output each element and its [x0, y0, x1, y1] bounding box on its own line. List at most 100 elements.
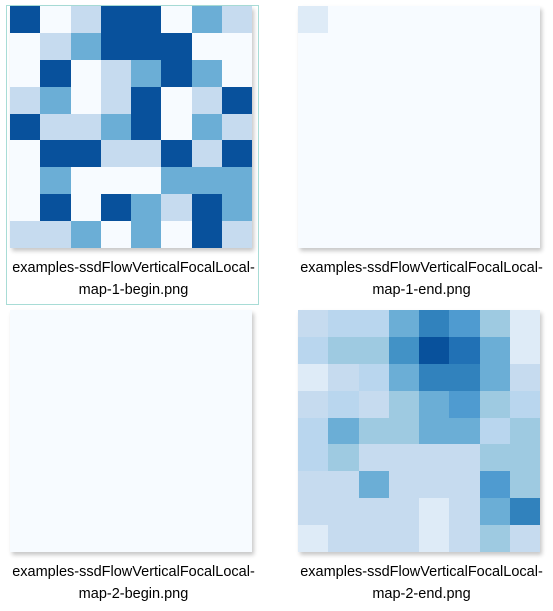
heatmap-cell	[10, 60, 40, 87]
file-name-label[interactable]: examples-ssdFlowVerticalFocalLocal-map-2…	[288, 561, 553, 605]
heatmap-cell	[359, 33, 389, 60]
heatmap-cell	[419, 60, 449, 87]
heatmap-cell	[389, 60, 419, 87]
file-name-label[interactable]: examples-ssdFlowVerticalFocalLocal-map-2…	[0, 561, 267, 605]
heatmap-cell	[101, 418, 131, 445]
file-thumbnail[interactable]	[298, 6, 540, 248]
heatmap-cell	[10, 194, 40, 221]
heatmap-cell	[222, 6, 252, 33]
heatmap-cell	[298, 6, 328, 33]
heatmap-cell	[101, 194, 131, 221]
heatmap-cell	[389, 364, 419, 391]
heatmap-cell	[161, 87, 191, 114]
heatmap-cell	[298, 525, 328, 552]
heatmap-cell	[10, 391, 40, 418]
file-thumbnail[interactable]	[298, 310, 540, 552]
heatmap-cell	[480, 364, 510, 391]
heatmap-cell	[298, 167, 328, 194]
heatmap-cell	[10, 498, 40, 525]
heatmap-cell	[40, 60, 70, 87]
heatmap-cell	[131, 167, 161, 194]
heatmap-cell	[328, 221, 358, 248]
file-name-label[interactable]: examples-ssdFlowVerticalFocalLocal-map-1…	[288, 257, 553, 301]
heatmap-cell	[419, 418, 449, 445]
heatmap-cell	[222, 418, 252, 445]
heatmap-cell	[449, 364, 479, 391]
heatmap-cell	[101, 140, 131, 167]
heatmap-cell	[359, 364, 389, 391]
heatmap-cell	[71, 140, 101, 167]
heatmap-cell	[71, 114, 101, 141]
heatmap-cell	[40, 33, 70, 60]
heatmap-cell	[359, 6, 389, 33]
heatmap-cell	[510, 444, 540, 471]
heatmap-cell	[359, 114, 389, 141]
heatmap-cell	[510, 194, 540, 221]
heatmap-cell	[192, 444, 222, 471]
heatmap-cell	[222, 444, 252, 471]
heatmap-cell	[71, 525, 101, 552]
heatmap-cell	[40, 444, 70, 471]
heatmap-cell	[480, 87, 510, 114]
heatmap-cell	[328, 391, 358, 418]
heatmap-cell	[161, 471, 191, 498]
heatmap-cell	[419, 498, 449, 525]
heatmap-cell	[359, 194, 389, 221]
heatmap-cell	[359, 391, 389, 418]
heatmap-cell	[101, 364, 131, 391]
file-name-label[interactable]: examples-ssdFlowVerticalFocalLocal-map-1…	[0, 257, 267, 301]
heatmap-cell	[101, 33, 131, 60]
heatmap-cell	[192, 60, 222, 87]
heatmap-cell	[510, 498, 540, 525]
file-thumbnail[interactable]	[10, 310, 252, 552]
heatmap-cell	[101, 444, 131, 471]
heatmap-cell	[449, 471, 479, 498]
heatmap-cell	[328, 418, 358, 445]
heatmap-cell	[101, 87, 131, 114]
heatmap-cell	[359, 498, 389, 525]
heatmap-cell	[328, 33, 358, 60]
heatmap-cell	[40, 364, 70, 391]
heatmap-cell	[419, 167, 449, 194]
heatmap-cell	[192, 364, 222, 391]
heatmap-cell	[71, 498, 101, 525]
heatmap-cell	[359, 60, 389, 87]
heatmap-cell	[101, 6, 131, 33]
heatmap-cell	[298, 60, 328, 87]
heatmap-cell	[328, 87, 358, 114]
heatmap-cell	[192, 525, 222, 552]
heatmap-cell	[192, 221, 222, 248]
heatmap-cell	[222, 194, 252, 221]
heatmap-cell	[71, 33, 101, 60]
heatmap-cell	[10, 33, 40, 60]
heatmap-cell	[449, 33, 479, 60]
heatmap-cell	[101, 391, 131, 418]
heatmap-cell	[40, 6, 70, 33]
heatmap-cell	[480, 498, 510, 525]
file-name-line-1: examples-ssdFlowVerticalFocalLocal-	[288, 257, 553, 279]
heatmap-cell	[71, 337, 101, 364]
heatmap-cell	[419, 87, 449, 114]
heatmap-cell	[298, 471, 328, 498]
heatmap-cell	[131, 114, 161, 141]
heatmap-cell	[101, 114, 131, 141]
heatmap-cell	[510, 114, 540, 141]
heatmap-cell	[389, 87, 419, 114]
file-thumbnail[interactable]	[10, 6, 252, 248]
heatmap-cell	[510, 364, 540, 391]
heatmap-cell	[389, 444, 419, 471]
heatmap-cell	[328, 364, 358, 391]
heatmap-cell	[449, 221, 479, 248]
heatmap-cell	[298, 498, 328, 525]
heatmap-cell	[449, 310, 479, 337]
heatmap-cell	[131, 525, 161, 552]
heatmap-cell	[328, 444, 358, 471]
heatmap-cell	[40, 140, 70, 167]
heatmap-cell	[192, 114, 222, 141]
heatmap-cell	[419, 221, 449, 248]
heatmap-cell	[449, 114, 479, 141]
heatmap-cell	[161, 33, 191, 60]
heatmap-cell	[510, 60, 540, 87]
heatmap-cell	[101, 167, 131, 194]
heatmap-cell	[389, 140, 419, 167]
